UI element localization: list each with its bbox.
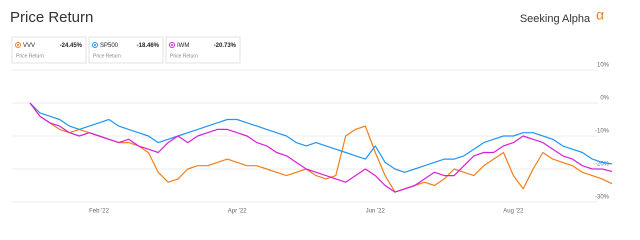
legend-name: VVV — [23, 43, 35, 49]
legend-marker-dot — [171, 44, 173, 46]
x-tick-label: Aug '22 — [503, 209, 524, 215]
x-tick-label: Jun '22 — [366, 209, 386, 215]
series-line — [29, 102, 613, 173]
series-line — [29, 102, 613, 193]
y-tick-label: 10% — [597, 63, 610, 69]
legend-marker — [92, 42, 98, 48]
brand-symbol: α — [596, 7, 604, 23]
chart: Price Return Seeking Alpha α 10% 0% -10% -2… — [10, 7, 613, 215]
legend-marker — [15, 42, 21, 48]
series-line — [29, 102, 613, 193]
legend-name: SP500 — [100, 43, 119, 49]
legend-value: -18.46% — [137, 43, 160, 49]
chart-title: Price Return — [10, 9, 93, 26]
y-tick-label: -20% — [595, 162, 610, 168]
legend-subtitle: Price Return — [170, 53, 198, 59]
brand: Seeking Alpha — [520, 13, 591, 25]
legend-box — [165, 36, 241, 64]
legend-marker — [169, 42, 175, 48]
y-tick-label: 0% — [600, 96, 609, 102]
legend-name: IWM — [177, 43, 189, 49]
legend-box — [11, 36, 87, 64]
legend-subtitle: Price Return — [16, 53, 44, 59]
y-tick-label: -30% — [595, 195, 610, 201]
y-tick-label: -10% — [595, 129, 610, 135]
x-tick-label: Apr '22 — [228, 209, 247, 215]
x-tick-label: Feb '22 — [89, 209, 109, 215]
legend-subtitle: Price Return — [93, 53, 121, 59]
legend-marker-dot — [94, 44, 96, 46]
legend-value: -24.45% — [60, 43, 83, 49]
legend-box — [88, 36, 164, 64]
legend-value: -20.73% — [214, 43, 237, 49]
legend-marker-dot — [17, 44, 19, 46]
